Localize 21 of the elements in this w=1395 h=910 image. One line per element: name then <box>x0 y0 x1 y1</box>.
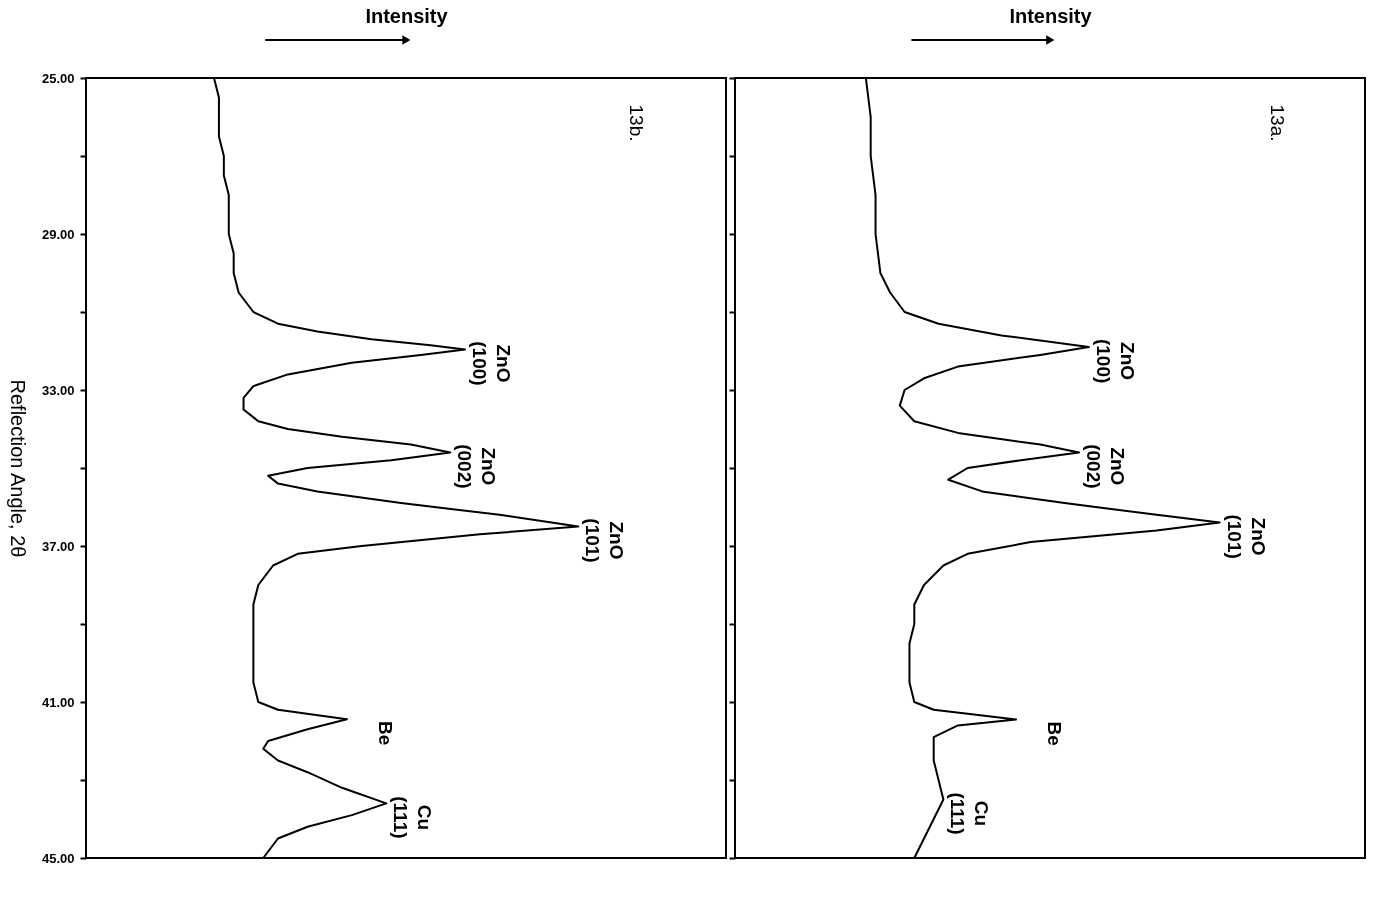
text: 13a. <box>1266 104 1288 142</box>
annotation: Cu (111) <box>390 796 436 839</box>
y-tick-label: 29.00 <box>41 226 75 242</box>
x-axis-title: Intensity <box>1009 4 1093 27</box>
x-axis-title: Intensity <box>365 4 449 27</box>
annotation: ZnO (100) <box>469 341 515 386</box>
annotation: Be <box>374 721 396 746</box>
y-tick-label: 25.00 <box>41 70 75 86</box>
y-tick-label: 45.00 <box>41 850 75 866</box>
y-tick-label: 33.00 <box>41 382 75 398</box>
annotation: Be <box>1044 721 1066 746</box>
y-tick-label: 41.00 <box>41 694 75 710</box>
annotation: ZnO (002) <box>454 444 500 489</box>
annotation: ZnO (101) <box>1223 514 1269 559</box>
y-tick-label: 37.00 <box>41 538 75 554</box>
annotation: ZnO (100) <box>1092 338 1138 384</box>
annotation: ZnO (101) <box>582 518 628 563</box>
annotation: ZnO (002) <box>1083 444 1129 489</box>
annotation: Cu (111) <box>947 792 993 835</box>
y-axis-title: Reflection Angle, 2θ <box>6 379 29 558</box>
text: 13b. <box>626 104 648 142</box>
